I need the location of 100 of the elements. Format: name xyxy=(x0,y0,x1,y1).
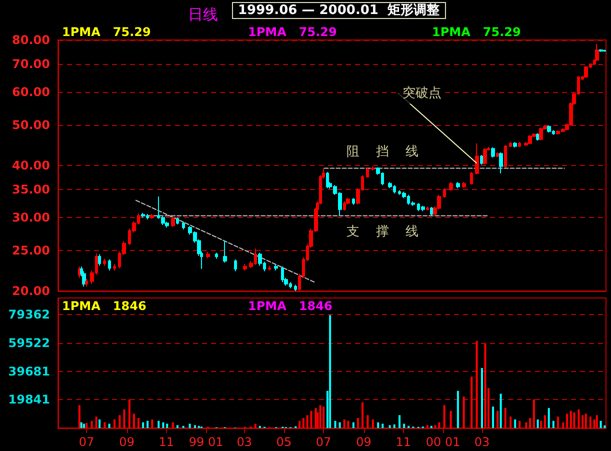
x-tick-label: 09 xyxy=(356,435,372,449)
candlestick xyxy=(234,259,237,272)
chart-title: 1999.06 — 2000.01 矩形调整 xyxy=(238,3,441,18)
bar xyxy=(578,409,580,428)
y-tick-label: 70.00 xyxy=(12,57,50,72)
bar xyxy=(306,415,308,428)
bar xyxy=(525,422,528,428)
candlestick xyxy=(103,258,106,266)
bar xyxy=(298,420,301,428)
candlestick xyxy=(176,217,179,225)
bar xyxy=(532,399,535,428)
bar xyxy=(596,415,598,428)
bar xyxy=(372,419,374,428)
x-tick-label: 05 xyxy=(276,435,292,449)
candlestick xyxy=(215,252,218,260)
y-tick-label: 19841 xyxy=(8,392,50,407)
y-tick-label: 59522 xyxy=(8,336,50,350)
bar xyxy=(496,410,499,428)
bar xyxy=(529,418,532,428)
bar xyxy=(600,420,602,428)
bar xyxy=(95,416,98,428)
bar xyxy=(356,418,359,428)
candlestick xyxy=(85,278,88,288)
bar xyxy=(500,394,502,428)
candlestick xyxy=(108,259,111,271)
candlestick xyxy=(141,212,145,218)
bar xyxy=(166,424,168,428)
bar xyxy=(338,422,341,428)
candlestick xyxy=(528,134,532,145)
bar xyxy=(510,416,512,428)
candlestick xyxy=(352,198,355,206)
candlestick xyxy=(421,205,425,212)
candlestick xyxy=(171,216,175,228)
bar xyxy=(438,422,440,428)
bar xyxy=(162,422,164,428)
bar xyxy=(388,425,391,428)
y-tick-label: 39681 xyxy=(8,364,50,378)
candlestick xyxy=(547,124,551,133)
bar xyxy=(456,390,459,428)
bar xyxy=(589,416,592,428)
bar xyxy=(254,424,256,428)
candlestick xyxy=(456,182,460,189)
bar xyxy=(566,414,568,428)
bar xyxy=(151,419,154,428)
bar xyxy=(352,422,354,428)
y-tick-label: 30.00 xyxy=(12,210,50,225)
text: 1PMA 75.29 xyxy=(62,25,151,39)
x-tick-label: 11 xyxy=(158,435,174,449)
candlestick xyxy=(518,142,521,148)
candlestick xyxy=(462,182,466,188)
bar xyxy=(593,419,596,428)
text: 1PMA 75.29 xyxy=(248,25,337,39)
candlestick xyxy=(113,264,116,271)
candlestick xyxy=(483,148,487,165)
bar xyxy=(118,415,121,428)
candlestick xyxy=(504,144,507,168)
annotation: 突破点 xyxy=(402,86,442,101)
candlestick xyxy=(491,146,495,158)
bar xyxy=(146,420,149,428)
bar xyxy=(470,376,473,428)
bar xyxy=(132,414,135,428)
bar xyxy=(302,418,304,428)
bar xyxy=(556,416,559,428)
candlestick xyxy=(426,206,429,211)
x-tick-label: 99 01 xyxy=(188,435,224,449)
bar xyxy=(194,425,196,428)
bar xyxy=(172,422,174,428)
candlestick xyxy=(430,206,433,216)
x-tick-label: 07 xyxy=(78,435,94,449)
y-tick-label: 35.00 xyxy=(12,182,50,197)
annotation: 1PMA 1846 xyxy=(62,299,146,313)
bar xyxy=(582,415,584,428)
bar xyxy=(142,422,144,428)
bar xyxy=(484,344,486,428)
candlestick xyxy=(294,284,297,292)
candlestick xyxy=(599,48,603,52)
bar xyxy=(434,425,436,428)
y-tick-label: 50.00 xyxy=(12,118,50,132)
bar xyxy=(123,409,126,428)
bar xyxy=(403,424,406,428)
bar xyxy=(492,406,494,428)
candlestick xyxy=(475,142,479,175)
x-tick-label: 00 01 xyxy=(426,435,460,449)
bar xyxy=(343,419,346,428)
candlestick xyxy=(326,171,329,189)
bar xyxy=(98,419,101,428)
bar xyxy=(319,405,322,428)
x-tick-label: 11 xyxy=(396,435,412,449)
bar xyxy=(90,420,93,428)
candlestick xyxy=(499,152,503,174)
bar xyxy=(476,340,478,428)
candlestick xyxy=(281,266,284,283)
bar xyxy=(548,408,550,428)
y-tick-label: 79362 xyxy=(8,308,50,322)
bar xyxy=(604,425,606,428)
bar xyxy=(366,415,369,428)
bar xyxy=(310,410,312,428)
bar xyxy=(104,422,106,428)
candlestick xyxy=(449,182,453,192)
candlestick xyxy=(371,166,375,172)
